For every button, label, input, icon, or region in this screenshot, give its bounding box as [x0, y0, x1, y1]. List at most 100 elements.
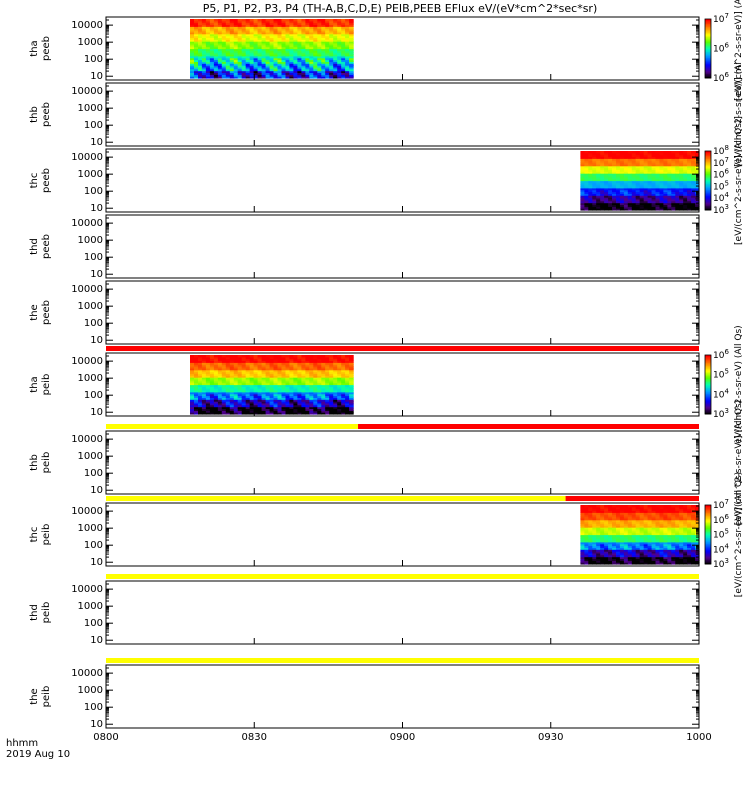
spectrogram-cell: [301, 54, 306, 57]
spectrogram-cell: [249, 41, 255, 44]
spectrogram-cell: [217, 19, 223, 22]
spectrogram-cell: [671, 160, 676, 163]
spectrogram-cell: [655, 545, 661, 548]
spectrogram-cell: [631, 529, 637, 532]
spectrogram-cell: [241, 373, 247, 376]
spectrogram-cell: [237, 355, 243, 358]
spectrogram-cell: [612, 556, 617, 559]
spectrogram-cell: [273, 19, 279, 22]
spectrogram-cell: [588, 208, 593, 211]
spectrogram-cell: [659, 545, 665, 548]
spectrogram-cell: [317, 24, 322, 27]
spectrogram-cell: [643, 529, 649, 532]
spectrogram-cell: [317, 371, 322, 374]
spectrogram-cell: [671, 204, 676, 207]
spectrogram-cell: [301, 390, 306, 393]
spectrogram-cell: [592, 175, 597, 178]
spectrogram-cell: [237, 46, 243, 50]
spectrogram-cell: [237, 54, 243, 57]
spectrogram-cell: [225, 412, 231, 415]
spectrogram-cell: [345, 406, 350, 409]
spectrogram-cell: [655, 538, 661, 541]
spectrogram-cell: [659, 536, 665, 539]
spectrogram-cell: [580, 156, 585, 159]
spectrogram-cell: [329, 61, 334, 64]
spectrogram-cell: [663, 523, 668, 526]
spectrogram-cell: [647, 162, 653, 165]
spectrogram-cell: [687, 152, 692, 156]
spectrogram-cell: [217, 37, 223, 40]
spectrogram-cell: [349, 379, 354, 382]
spectrogram-cell: [277, 65, 283, 68]
spectrogram-cell: [190, 382, 195, 386]
spectrogram-cell: [205, 20, 211, 24]
spectrogram-cell: [580, 525, 585, 528]
spectrogram-cell: [671, 506, 676, 510]
spectrogram-cell: [313, 59, 318, 62]
spectrogram-cell: [600, 527, 605, 530]
spectrogram-cell: [341, 33, 346, 37]
spectrogram-cell: [301, 52, 306, 55]
spectrogram-cell: [269, 22, 275, 26]
spectrogram-cell: [659, 554, 665, 558]
spectrogram-cell: [325, 72, 330, 75]
spectrogram-cell: [639, 529, 645, 532]
spectrogram-cell: [612, 517, 617, 521]
spectrogram-cell: [217, 66, 223, 70]
spectrogram-cell: [679, 180, 684, 183]
spectrogram-cell: [612, 516, 617, 519]
spectrogram-cell: [309, 20, 314, 24]
spectrogram-cell: [608, 197, 613, 200]
spectrogram-cell: [659, 538, 665, 541]
spectrogram-cell: [261, 76, 267, 79]
spectrogram-cell: [667, 152, 672, 156]
spectrogram-cell: [293, 395, 298, 398]
spectrogram-cell: [329, 39, 334, 42]
spectrogram-cell: [643, 514, 649, 517]
spectrogram-cell: [289, 26, 294, 29]
spectrogram-cell: [225, 66, 231, 70]
spectrogram-cell: [329, 399, 334, 402]
spectrogram-cell: [325, 50, 330, 53]
colorbar-segment: [705, 400, 711, 403]
spectrogram-cell: [659, 171, 665, 174]
spectrogram-cell: [313, 391, 318, 395]
spectrogram-cell: [333, 399, 338, 402]
spectrogram-cell: [639, 508, 645, 512]
spectrogram-cell: [345, 356, 350, 360]
spectrogram-data: [190, 19, 354, 79]
spectrogram-cell: [659, 521, 665, 524]
spectrogram-cell: [325, 379, 330, 382]
spectrogram-cell: [265, 41, 271, 44]
spectrogram-cell: [604, 165, 609, 169]
spectrogram-cell: [667, 525, 672, 528]
colorbar-segment: [705, 189, 711, 192]
spectrogram-cell: [229, 65, 235, 68]
spectrogram-cell: [285, 358, 291, 362]
spectrogram-cell: [619, 514, 625, 517]
spectrogram-cell: [671, 156, 676, 159]
spectrogram-cell: [695, 206, 700, 209]
spectrogram-cell: [604, 510, 609, 513]
spectrogram-cell: [285, 379, 291, 382]
spectrogram-cell: [663, 206, 668, 209]
spectrogram-cell: [237, 360, 243, 363]
spectrogram-cell: [584, 189, 589, 193]
spectrogram-cell: [623, 208, 629, 211]
spectrogram-cell: [592, 204, 597, 207]
spectrogram-cell: [329, 404, 334, 408]
spectrogram-cell: [205, 402, 211, 406]
spectrogram-cell: [663, 163, 668, 167]
spectrogram-cell: [305, 393, 310, 397]
spectrogram-cell: [333, 52, 338, 55]
spectrogram-cell: [277, 356, 283, 360]
spectrogram-cell: [329, 70, 334, 73]
spectrogram-cell: [281, 54, 287, 57]
spectrogram-cell: [293, 22, 298, 26]
spectrogram-cell: [333, 33, 338, 37]
spectrogram-cell: [683, 206, 688, 209]
spectrogram-cell: [269, 66, 275, 70]
spectrogram-cell: [623, 152, 629, 156]
spectrogram-cell: [580, 202, 585, 205]
